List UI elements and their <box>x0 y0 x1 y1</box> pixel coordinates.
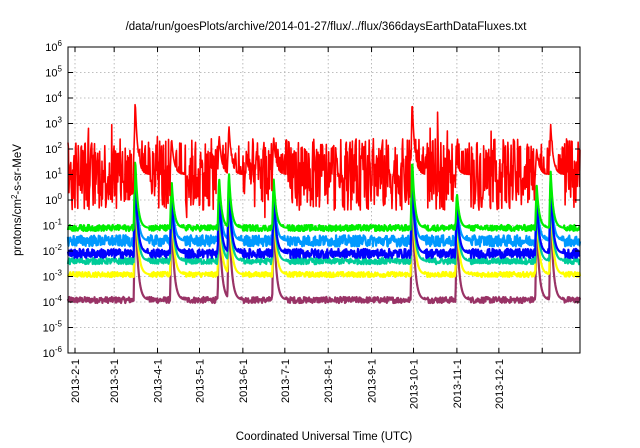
y-tick-base: 10 <box>45 68 57 80</box>
y-tick-base: 10 <box>43 221 55 233</box>
y-tick-label: 10-2 <box>43 243 63 258</box>
series-line <box>66 161 581 233</box>
y-tick-exponent: 1 <box>58 167 63 176</box>
y-tick-label: 101 <box>45 167 62 182</box>
y-tick-base: 10 <box>45 42 57 54</box>
y-tick-base: 10 <box>43 297 55 309</box>
y-tick-exponent: 5 <box>58 65 63 74</box>
y-tick-exponent: 2 <box>58 141 63 150</box>
series-layer <box>66 103 582 305</box>
y-tick-label: 103 <box>45 116 62 131</box>
y-tick-exponent: -4 <box>55 294 63 303</box>
grid <box>68 47 580 353</box>
x-tick-label: 2013-6-1 <box>238 359 250 403</box>
y-axis-label-main: protons/cm <box>12 199 24 256</box>
y-tick-exponent: 3 <box>58 116 63 125</box>
x-tick-label: 2013-12-1 <box>494 359 506 409</box>
series-line <box>66 168 582 248</box>
y-tick-exponent: -2 <box>55 243 63 252</box>
y-tick-exponent: 4 <box>58 90 63 99</box>
y-axis-label: protons/cm2-s-sr-MeV <box>10 144 25 256</box>
y-tick-exponent: 0 <box>58 192 63 201</box>
y-tick-label: 105 <box>45 65 62 80</box>
y-axis: 10-610-510-410-310-210-11001011021031041… <box>43 39 580 360</box>
y-tick-label: 102 <box>45 141 62 156</box>
y-tick-label: 10-6 <box>43 345 63 360</box>
x-tick-label: 2013-9-1 <box>367 359 379 403</box>
x-axis: 2013-2-1 2013-3-1 2013-4-1 2013-5-1 2013-6-1… <box>70 47 543 409</box>
x-tick-label: 2013-11-1 <box>452 359 464 408</box>
y-tick-label: 10-3 <box>43 269 63 284</box>
y-axis-label-exp: 2 <box>10 194 19 199</box>
x-tick-label: 2013-2-1 <box>70 359 82 403</box>
y-tick-base: 10 <box>45 170 57 182</box>
x-tick-label: 2013-10-1 <box>409 359 421 409</box>
series-line <box>66 197 582 305</box>
y-axis-label-rest: -s-sr-MeV <box>12 144 24 195</box>
y-tick-base: 10 <box>45 144 57 156</box>
y-tick-label: 10-1 <box>43 218 63 233</box>
series-line <box>66 174 581 260</box>
y-tick-exponent: -6 <box>55 345 63 354</box>
y-tick-label: 104 <box>45 90 62 105</box>
y-tick-base: 10 <box>43 272 55 284</box>
x-tick-label: 2013-4-1 <box>153 359 165 403</box>
chart-title: /data/run/goesPlots/archive/2014-01-27/f… <box>126 21 528 33</box>
y-tick-base: 10 <box>45 93 57 105</box>
y-tick-base: 10 <box>45 119 57 131</box>
series-line <box>66 184 582 279</box>
y-tick-label: 100 <box>45 192 62 207</box>
y-tick-label: 10-4 <box>43 294 63 309</box>
y-tick-exponent: -5 <box>55 320 63 329</box>
x-tick-label: 2013-7-1 <box>280 359 292 403</box>
x-tick-label: 2013-5-1 <box>194 359 206 403</box>
x-axis-label: Coordinated Universal Time (UTC) <box>236 431 413 443</box>
y-tick-base: 10 <box>43 246 55 258</box>
y-tick-exponent: 6 <box>58 39 63 48</box>
y-tick-label: 106 <box>45 39 62 54</box>
series-line <box>67 103 581 219</box>
y-tick-exponent: -1 <box>55 218 63 227</box>
x-tick-label: 2013-3-1 <box>109 359 121 403</box>
y-tick-base: 10 <box>43 323 55 335</box>
y-tick-exponent: -3 <box>55 269 63 278</box>
y-tick-base: 10 <box>43 348 55 360</box>
x-tick-label: 2013-8-1 <box>323 359 335 403</box>
y-tick-base: 10 <box>45 195 57 207</box>
y-tick-label: 10-5 <box>43 320 63 335</box>
